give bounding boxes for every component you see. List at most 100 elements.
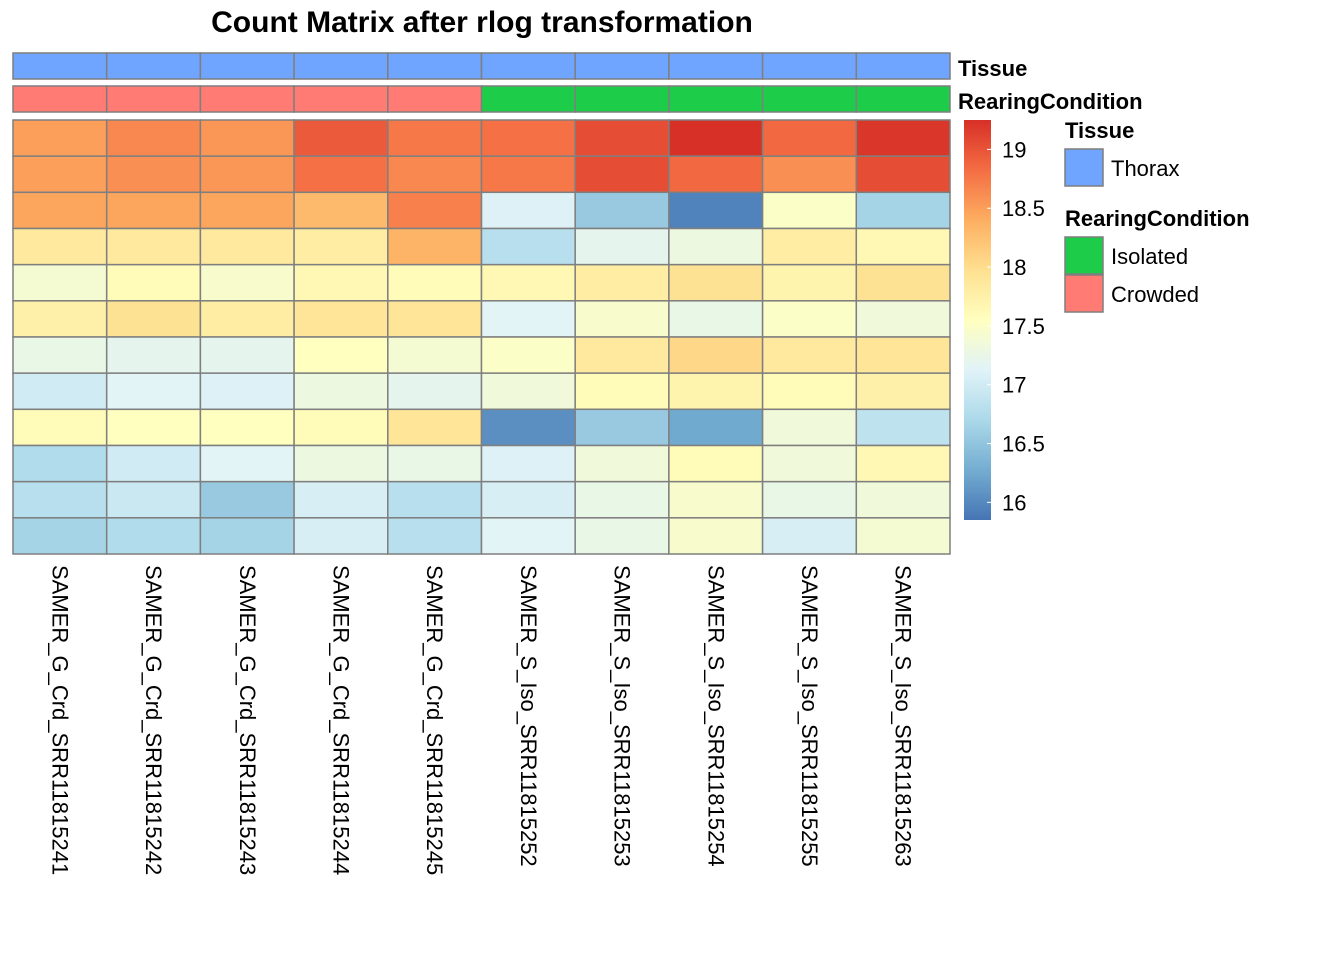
annotation-cell <box>574 85 670 113</box>
heatmap-cell <box>12 517 108 555</box>
heatmap-cells <box>12 119 951 555</box>
heatmap-cell <box>855 191 951 230</box>
color-scale-tick-label: 18.5 <box>1002 196 1045 221</box>
heatmap-cell <box>199 191 295 230</box>
heatmap-cell <box>574 227 670 266</box>
heatmap-cell <box>293 191 389 230</box>
heatmap-cell <box>855 300 951 338</box>
heatmap-cell <box>761 263 858 302</box>
heatmap-cell <box>387 155 483 194</box>
annotation-cell <box>855 85 951 113</box>
heatmap-cell <box>199 263 295 302</box>
heatmap-cell <box>855 408 951 447</box>
annotation-cell <box>293 52 389 80</box>
heatmap-cell <box>105 300 202 338</box>
heatmap-cell <box>855 480 951 519</box>
annotation-cell <box>480 52 576 80</box>
heatmap-cell <box>855 444 951 483</box>
annotation-cell <box>761 85 858 113</box>
annotation-cell <box>105 52 202 80</box>
heatmap-cell <box>387 227 483 266</box>
legend-title: RearingCondition <box>1065 206 1250 231</box>
heatmap-cell <box>668 155 764 194</box>
column-label: SAMER_S_Iso_SRR11815263 <box>891 565 916 867</box>
heatmap-cell <box>12 408 108 447</box>
heatmap-cell <box>105 263 202 302</box>
heatmap-cell <box>574 517 670 555</box>
column-label: SAMER_G_Crd_SRR11815241 <box>47 565 72 875</box>
heatmap-cell <box>105 155 202 194</box>
heatmap-cell <box>293 517 389 555</box>
heatmap-cell <box>855 155 951 194</box>
heatmap-cell <box>855 336 951 374</box>
heatmap-cell <box>387 372 483 411</box>
heatmap-cell <box>293 155 389 194</box>
heatmap-cell <box>574 336 670 374</box>
heatmap-cell <box>761 155 858 194</box>
heatmap-cell <box>105 372 202 411</box>
heatmap-cell <box>668 372 764 411</box>
annotation-bars: Tissue RearingCondition <box>12 52 1143 114</box>
heatmap-cell <box>12 227 108 266</box>
annotation-cell <box>12 52 108 80</box>
column-label: SAMER_G_Crd_SRR11815243 <box>235 565 260 875</box>
column-label: SAMER_G_Crd_SRR11815242 <box>141 565 166 875</box>
column-label: SAMER_G_Crd_SRR11815245 <box>422 565 447 875</box>
heatmap-cell <box>480 227 576 266</box>
legend-entry-label: Isolated <box>1111 244 1188 269</box>
heatmap-cell <box>12 300 108 338</box>
heatmap-cell <box>761 191 858 230</box>
chart-title: Count Matrix after rlog transformation <box>211 6 753 39</box>
color-scale-tick-label: 17 <box>1002 373 1026 398</box>
heatmap-cell <box>574 444 670 483</box>
heatmap-cell <box>293 408 389 447</box>
heatmap-cell <box>574 155 670 194</box>
column-labels: SAMER_G_Crd_SRR11815241 SAMER_G_Crd_SRR11… <box>47 565 915 875</box>
heatmap-cell <box>105 408 202 447</box>
legend-title: Tissue <box>1065 118 1134 143</box>
heatmap-cell <box>12 444 108 483</box>
heatmap-cell <box>387 336 483 374</box>
heatmap-cell <box>105 191 202 230</box>
heatmap-cell <box>199 227 295 266</box>
heatmap-cell <box>668 517 764 555</box>
heatmap-cell <box>293 263 389 302</box>
color-scale-legend: 16 16.5 17 17.5 18 18.5 19 <box>964 120 1045 520</box>
heatmap-cell <box>105 444 202 483</box>
legend-swatch <box>1064 274 1104 313</box>
heatmap-cell <box>199 517 295 555</box>
heatmap-cell <box>293 480 389 519</box>
heatmap-cell <box>12 372 108 411</box>
heatmap-cell <box>293 372 389 411</box>
heatmap-cell <box>387 517 483 555</box>
heatmap-cell <box>293 444 389 483</box>
column-label: SAMER_S_Iso_SRR11815254 <box>703 565 728 867</box>
heatmap-cell <box>480 372 576 411</box>
heatmap-cell <box>761 300 858 338</box>
heatmap-cell <box>199 119 295 157</box>
heatmap-cell <box>668 227 764 266</box>
annotation-label: RearingCondition <box>958 89 1143 114</box>
heatmap-cell <box>668 444 764 483</box>
heatmap-cell <box>761 372 858 411</box>
heatmap-cell <box>855 372 951 411</box>
annotation-cell <box>668 85 764 113</box>
heatmap-cell <box>199 300 295 338</box>
heatmap-cell <box>761 336 858 374</box>
heatmap-cell <box>387 119 483 157</box>
annotation-label: Tissue <box>958 56 1027 81</box>
annotation-cell <box>199 85 295 113</box>
heatmap-cell <box>199 336 295 374</box>
annotation-cell <box>574 52 670 80</box>
heatmap-cell <box>574 408 670 447</box>
heatmap-cell <box>12 480 108 519</box>
legend-swatch <box>1064 148 1104 187</box>
heatmap-cell <box>668 300 764 338</box>
heatmap-cell <box>480 517 576 555</box>
heatmap-cell <box>668 336 764 374</box>
heatmap-cell <box>387 444 483 483</box>
color-scale-bar <box>964 120 991 520</box>
legend-entry-label: Crowded <box>1111 282 1199 307</box>
annotation-cell <box>855 52 951 80</box>
